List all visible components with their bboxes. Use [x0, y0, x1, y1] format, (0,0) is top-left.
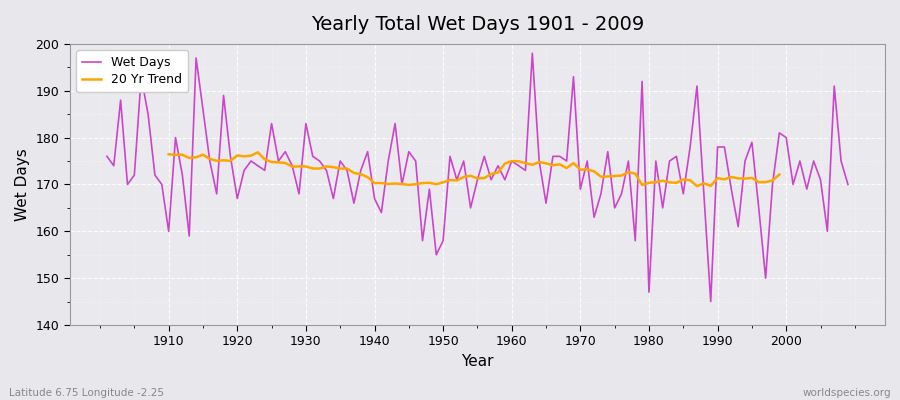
- 20 Yr Trend: [253, 150, 264, 155]
- Wet Days: [706, 299, 716, 304]
- Wet Days: [842, 182, 853, 187]
- Wet Days: [526, 51, 537, 56]
- 20 Yr Trend: [596, 174, 607, 179]
- Wet Days: [596, 192, 607, 196]
- Title: Yearly Total Wet Days 1901 - 2009: Yearly Total Wet Days 1901 - 2009: [310, 15, 644, 34]
- Wet Days: [102, 154, 112, 159]
- 20 Yr Trend: [163, 152, 174, 157]
- Wet Days: [500, 177, 510, 182]
- Y-axis label: Wet Days: Wet Days: [15, 148, 30, 221]
- Legend: Wet Days, 20 Yr Trend: Wet Days, 20 Yr Trend: [76, 50, 188, 92]
- Wet Days: [157, 182, 167, 187]
- Text: worldspecies.org: worldspecies.org: [803, 388, 891, 398]
- 20 Yr Trend: [691, 184, 702, 188]
- X-axis label: Year: Year: [461, 354, 494, 369]
- Line: 20 Yr Trend: 20 Yr Trend: [168, 152, 779, 186]
- 20 Yr Trend: [698, 181, 709, 186]
- 20 Yr Trend: [774, 172, 785, 177]
- Text: Latitude 6.75 Longitude -2.25: Latitude 6.75 Longitude -2.25: [9, 388, 164, 398]
- 20 Yr Trend: [678, 177, 688, 182]
- 20 Yr Trend: [760, 180, 771, 184]
- Wet Days: [348, 201, 359, 206]
- 20 Yr Trend: [356, 172, 366, 176]
- Wet Days: [507, 159, 517, 164]
- Line: Wet Days: Wet Days: [107, 53, 848, 302]
- Wet Days: [307, 154, 318, 159]
- 20 Yr Trend: [246, 153, 256, 158]
